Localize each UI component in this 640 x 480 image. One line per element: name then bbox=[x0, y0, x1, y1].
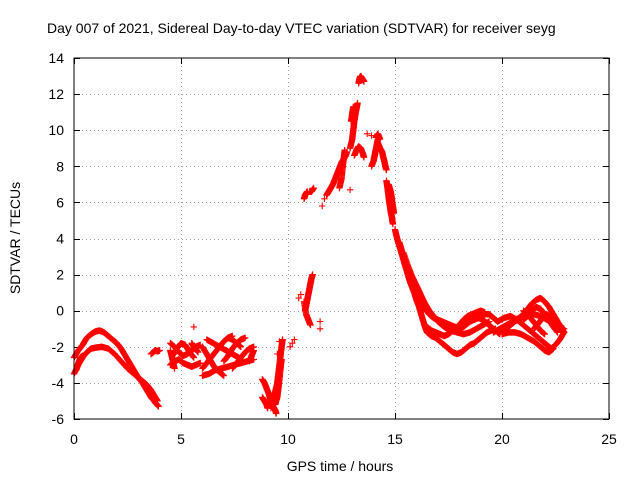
y-tick-label: 6 bbox=[56, 194, 64, 210]
data-point bbox=[316, 325, 324, 332]
data-point bbox=[389, 220, 397, 228]
data-point bbox=[147, 350, 155, 358]
x-axis-title: GPS time / hours bbox=[287, 458, 394, 474]
data-point bbox=[220, 372, 227, 379]
y-axis-title: SDTVAR / TECUs bbox=[7, 182, 23, 294]
y-tick-label: 4 bbox=[56, 231, 64, 247]
data-point bbox=[307, 321, 314, 329]
data-point bbox=[350, 103, 357, 110]
data-point bbox=[481, 309, 489, 316]
data-point bbox=[309, 271, 316, 278]
data-point bbox=[286, 343, 294, 350]
data-point bbox=[554, 329, 561, 336]
y-tick-label: 0 bbox=[56, 303, 64, 319]
data-point bbox=[250, 347, 257, 354]
data-point bbox=[354, 99, 361, 107]
data-point bbox=[364, 130, 371, 137]
data-point bbox=[295, 294, 302, 302]
data-point bbox=[291, 336, 298, 343]
data-point bbox=[360, 154, 368, 161]
x-tick-label: 20 bbox=[494, 431, 510, 447]
data-point bbox=[156, 347, 163, 354]
y-tick-label: -6 bbox=[52, 411, 65, 427]
data-point bbox=[341, 146, 348, 154]
data-point bbox=[319, 202, 326, 210]
data-points bbox=[70, 72, 568, 417]
data-point bbox=[171, 365, 178, 372]
data-point bbox=[310, 184, 317, 192]
data-point bbox=[242, 334, 249, 341]
data-point bbox=[274, 350, 281, 358]
x-tick-label: 5 bbox=[177, 431, 185, 447]
data-point bbox=[190, 323, 197, 331]
x-tick-label: 15 bbox=[387, 431, 403, 447]
data-point bbox=[154, 397, 161, 405]
y-tick-label: -2 bbox=[52, 339, 65, 355]
data-point bbox=[321, 195, 328, 202]
y-tick-label: 12 bbox=[48, 86, 64, 102]
data-point bbox=[346, 186, 354, 193]
data-point bbox=[289, 340, 296, 347]
x-tick-label: 10 bbox=[280, 431, 296, 447]
y-tick-label: 10 bbox=[48, 122, 64, 138]
data-point bbox=[368, 132, 375, 139]
data-point bbox=[273, 410, 280, 417]
data-point bbox=[276, 338, 283, 345]
y-tick-label: 2 bbox=[56, 267, 64, 283]
data-point bbox=[390, 210, 398, 217]
grid bbox=[74, 58, 609, 419]
axis-ticks: 0 5 10 15 20 25 -6 -4 -2 0 2 4 6 8 10 12 14 bbox=[48, 50, 617, 447]
x-tick-label: 25 bbox=[601, 431, 617, 447]
chart-title: Day 007 of 2021, Sidereal Day-to-day VTE… bbox=[47, 20, 556, 36]
data-point bbox=[237, 343, 245, 350]
data-point bbox=[360, 78, 368, 85]
data-point bbox=[550, 345, 557, 352]
data-point bbox=[560, 329, 568, 336]
data-point bbox=[155, 403, 162, 410]
data-point bbox=[376, 136, 384, 143]
data-point bbox=[297, 291, 304, 298]
data-point bbox=[197, 359, 204, 367]
data-point bbox=[316, 318, 324, 325]
y-tick-label: 14 bbox=[48, 50, 64, 66]
data-point bbox=[383, 166, 390, 174]
y-tick-label: 8 bbox=[56, 158, 64, 174]
x-tick-label: 0 bbox=[70, 431, 78, 447]
data-point bbox=[353, 146, 360, 154]
data-point bbox=[541, 331, 548, 338]
data-point bbox=[278, 356, 285, 363]
plot-frame bbox=[73, 57, 610, 420]
data-point bbox=[194, 349, 202, 356]
data-point bbox=[190, 354, 197, 361]
data-point bbox=[79, 352, 86, 359]
y-tick-label: -4 bbox=[52, 375, 65, 391]
